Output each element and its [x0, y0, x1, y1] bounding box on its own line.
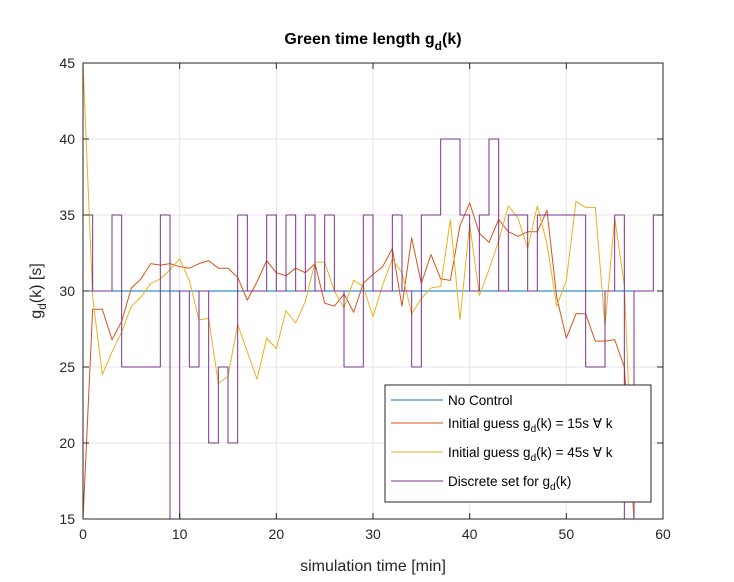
x-tick-label: 60: [655, 526, 671, 542]
x-tick-label: 50: [559, 526, 575, 542]
legend-entry-guess-15: Initial guess gd(k) = 15s ∀ k: [391, 416, 613, 435]
y-axis-label: gd(k) [s]: [28, 263, 49, 319]
series-guess-15-line: [83, 202, 654, 519]
x-tick-label: 20: [269, 526, 285, 542]
legend-label-guess-45: Initial guess gd(k) = 45s ∀ k: [448, 445, 613, 464]
series-guess-45-line: [83, 63, 654, 519]
series-discrete-line: [83, 138, 663, 519]
legend-entry-discrete: Discrete set for gd(k): [391, 474, 571, 493]
series-layer: [83, 63, 663, 519]
legend-entry-guess-45: Initial guess gd(k) = 45s ∀ k: [391, 445, 613, 464]
legend-entry-no-control: No Control: [391, 393, 513, 408]
x-tick-label: 0: [79, 526, 87, 542]
x-tick-label: 30: [365, 526, 381, 542]
legend-label-discrete: Discrete set for gd(k): [448, 474, 571, 493]
y-axis: 15 20 25 30 35 40 45: [59, 55, 663, 527]
x-tick-label: 10: [172, 526, 188, 542]
chart-title: Green time length gd(k): [284, 31, 461, 53]
y-tick-label: 15: [59, 511, 75, 527]
y-tick-label: 25: [59, 359, 75, 375]
y-tick-label: 35: [59, 207, 75, 223]
y-tick-label: 45: [59, 55, 75, 71]
y-tick-label: 30: [59, 283, 75, 299]
legend-label-no-control: No Control: [448, 393, 513, 408]
x-axis-label: simulation time [min]: [300, 558, 446, 575]
legend-label-guess-15: Initial guess gd(k) = 15s ∀ k: [448, 416, 613, 435]
x-tick-label: 40: [462, 526, 478, 542]
y-tick-label: 40: [59, 131, 75, 147]
legend: No Control Initial guess gd(k) = 15s ∀ k…: [384, 384, 652, 503]
y-tick-label: 20: [59, 435, 75, 451]
legend-box: [384, 384, 652, 503]
x-axis: 0 10 20 30 40 50 60: [79, 63, 671, 542]
